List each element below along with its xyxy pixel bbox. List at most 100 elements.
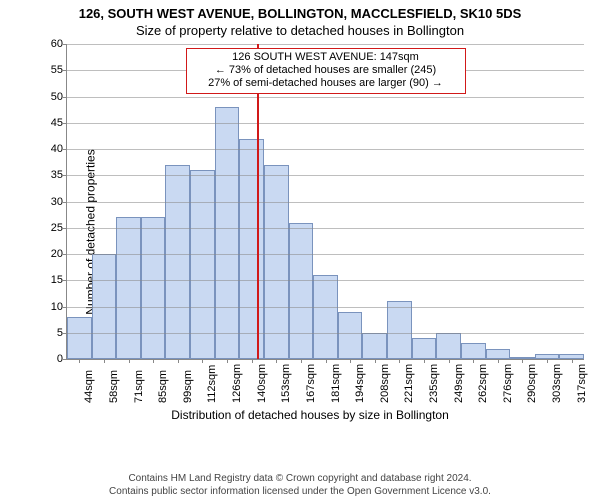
x-tick-label: 221sqm bbox=[403, 364, 415, 403]
x-tick bbox=[572, 359, 573, 363]
histogram-chart: Number of detached properties 0510152025… bbox=[36, 44, 584, 420]
x-tick-label: 249sqm bbox=[453, 364, 465, 403]
x-tick bbox=[104, 359, 105, 363]
x-tick bbox=[375, 359, 376, 363]
histogram-bar bbox=[387, 301, 412, 359]
x-tick bbox=[424, 359, 425, 363]
histogram-bar bbox=[264, 165, 289, 359]
y-tick bbox=[63, 175, 67, 176]
x-tick-label: 58sqm bbox=[108, 370, 120, 403]
histogram-bar bbox=[190, 170, 215, 359]
histogram-bar bbox=[141, 217, 166, 359]
x-tick-label: 85sqm bbox=[157, 370, 169, 403]
x-tick bbox=[547, 359, 548, 363]
y-tick bbox=[63, 97, 67, 98]
x-tick-label: 303sqm bbox=[551, 364, 563, 403]
histogram-bar bbox=[362, 333, 387, 359]
histogram-bar bbox=[338, 312, 363, 359]
x-tick bbox=[153, 359, 154, 363]
y-tick bbox=[63, 359, 67, 360]
x-tick-label: 112sqm bbox=[206, 365, 218, 403]
x-tick bbox=[227, 359, 228, 363]
x-tick bbox=[178, 359, 179, 363]
y-tick bbox=[63, 44, 67, 45]
x-tick-label: 262sqm bbox=[477, 364, 489, 403]
x-tick bbox=[449, 359, 450, 363]
histogram-bar bbox=[461, 343, 486, 359]
y-tick bbox=[63, 280, 67, 281]
y-tick bbox=[63, 307, 67, 308]
gridline bbox=[67, 333, 584, 334]
y-tick bbox=[63, 123, 67, 124]
gridline bbox=[67, 228, 584, 229]
gridline bbox=[67, 123, 584, 124]
footer-line-1: Contains HM Land Registry data © Crown c… bbox=[0, 473, 600, 486]
histogram-bar bbox=[67, 317, 92, 359]
histogram-bar bbox=[313, 275, 338, 359]
histogram-bar bbox=[215, 107, 240, 359]
x-tick bbox=[399, 359, 400, 363]
annotation-line: 126 SOUTH WEST AVENUE: 147sqm bbox=[193, 51, 459, 64]
y-tick bbox=[63, 333, 67, 334]
x-tick-label: 317sqm bbox=[576, 364, 588, 403]
x-tick bbox=[202, 359, 203, 363]
y-tick-label: 10 bbox=[43, 301, 63, 313]
y-tick-label: 5 bbox=[43, 327, 63, 339]
x-tick bbox=[129, 359, 130, 363]
property-annotation-box: 126 SOUTH WEST AVENUE: 147sqm← 73% of de… bbox=[186, 48, 466, 94]
histogram-bar bbox=[239, 139, 264, 360]
gridline bbox=[67, 175, 584, 176]
y-tick-label: 60 bbox=[43, 38, 63, 50]
y-tick bbox=[63, 149, 67, 150]
x-tick-label: 208sqm bbox=[379, 364, 391, 403]
y-tick-label: 35 bbox=[43, 169, 63, 181]
x-tick bbox=[252, 359, 253, 363]
x-tick-label: 194sqm bbox=[354, 364, 366, 403]
x-tick-label: 44sqm bbox=[83, 370, 95, 403]
y-tick-label: 25 bbox=[43, 222, 63, 234]
y-tick-label: 45 bbox=[43, 117, 63, 129]
x-tick bbox=[473, 359, 474, 363]
y-tick bbox=[63, 228, 67, 229]
y-tick-label: 50 bbox=[43, 91, 63, 103]
x-tick-label: 99sqm bbox=[182, 370, 194, 403]
histogram-bar bbox=[165, 165, 190, 359]
x-tick-label: 181sqm bbox=[330, 364, 342, 403]
x-tick-label: 140sqm bbox=[256, 364, 268, 403]
x-tick bbox=[522, 359, 523, 363]
y-tick-label: 30 bbox=[43, 196, 63, 208]
plot-area: 051015202530354045505560 44sqm58sqm71sqm… bbox=[66, 44, 584, 360]
gridline bbox=[67, 44, 584, 45]
y-tick-label: 20 bbox=[43, 248, 63, 260]
x-tick bbox=[301, 359, 302, 363]
footer-line-2: Contains public sector information licen… bbox=[0, 486, 600, 499]
y-tick-label: 40 bbox=[43, 143, 63, 155]
gridline bbox=[67, 254, 584, 255]
histogram-bar bbox=[436, 333, 461, 359]
gridline bbox=[67, 202, 584, 203]
x-tick-label: 126sqm bbox=[231, 364, 243, 403]
y-tick bbox=[63, 202, 67, 203]
annotation-line: ← 73% of detached houses are smaller (24… bbox=[193, 64, 459, 77]
x-tick-label: 290sqm bbox=[526, 364, 538, 403]
x-tick bbox=[79, 359, 80, 363]
histogram-bar bbox=[486, 349, 511, 360]
x-tick bbox=[350, 359, 351, 363]
histogram-bar bbox=[412, 338, 437, 359]
gridline bbox=[67, 97, 584, 98]
histogram-bar bbox=[289, 223, 314, 360]
y-tick bbox=[63, 70, 67, 71]
x-tick bbox=[326, 359, 327, 363]
gridline bbox=[67, 149, 584, 150]
x-tick-label: 276sqm bbox=[502, 364, 514, 403]
y-tick bbox=[63, 254, 67, 255]
x-tick-label: 167sqm bbox=[305, 364, 317, 403]
x-tick-label: 153sqm bbox=[280, 364, 292, 403]
gridline bbox=[67, 307, 584, 308]
footer-attribution: Contains HM Land Registry data © Crown c… bbox=[0, 473, 600, 498]
x-axis-label: Distribution of detached houses by size … bbox=[171, 408, 449, 422]
y-tick-label: 15 bbox=[43, 274, 63, 286]
gridline bbox=[67, 280, 584, 281]
y-tick-label: 55 bbox=[43, 64, 63, 76]
page-subtitle: Size of property relative to detached ho… bbox=[0, 23, 600, 38]
